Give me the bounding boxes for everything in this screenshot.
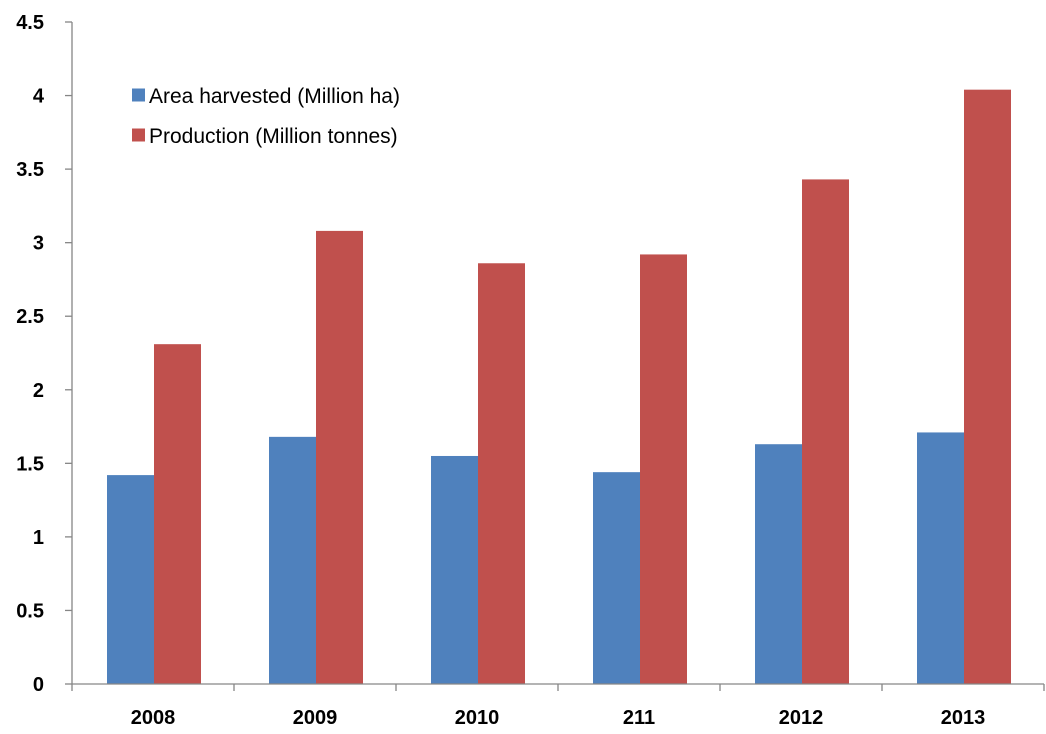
bar-area-2008 [107,475,154,684]
x-tick-label: 2013 [941,707,986,729]
legend-swatch-area [132,88,145,102]
y-tick-label: 0 [33,674,44,696]
y-tick-label: 3.5 [16,159,44,181]
bars-group [107,89,1011,685]
y-tick-label: 2.5 [16,306,44,328]
y-tick-label: 1.5 [16,453,44,475]
legend-swatch-production [132,128,145,142]
y-tick-label: 4 [33,86,45,108]
legend-label-area: Area harvested (Million ha) [149,85,400,108]
bar-area-211 [593,472,640,684]
x-tick-label: 2010 [455,707,500,729]
bar-area-2012 [755,444,802,684]
x-tick-label: 2008 [131,707,176,729]
bar-production-2008 [154,344,201,684]
bar-production-211 [640,254,687,685]
x-tick-label: 2009 [293,707,338,729]
axes-group: 0 0.5 1 1.5 2 2.5 3 3.5 4 4.5 2008 2009 2010 211 2012 2… [16,12,1045,729]
bar-area-2010 [431,455,478,684]
y-tick-label: 4.5 [16,12,44,34]
legend: Area harvested (Million ha) Production (M… [132,85,400,148]
bar-area-2009 [269,436,316,684]
y-tick-label: 2 [33,380,44,402]
bar-production-2009 [316,230,363,685]
bar-production-2012 [802,179,849,685]
bar-area-2013 [917,432,964,684]
x-tick-label: 2012 [779,707,824,729]
bar-production-2010 [478,263,525,684]
y-tick-label: 1 [33,527,44,549]
y-tick-label: 3 [33,233,44,255]
x-tick-label: 211 [623,707,655,729]
bar-production-2013 [964,89,1011,684]
y-tick-label: 0.5 [16,600,44,622]
legend-label-production: Production (Million tonnes) [149,125,398,148]
